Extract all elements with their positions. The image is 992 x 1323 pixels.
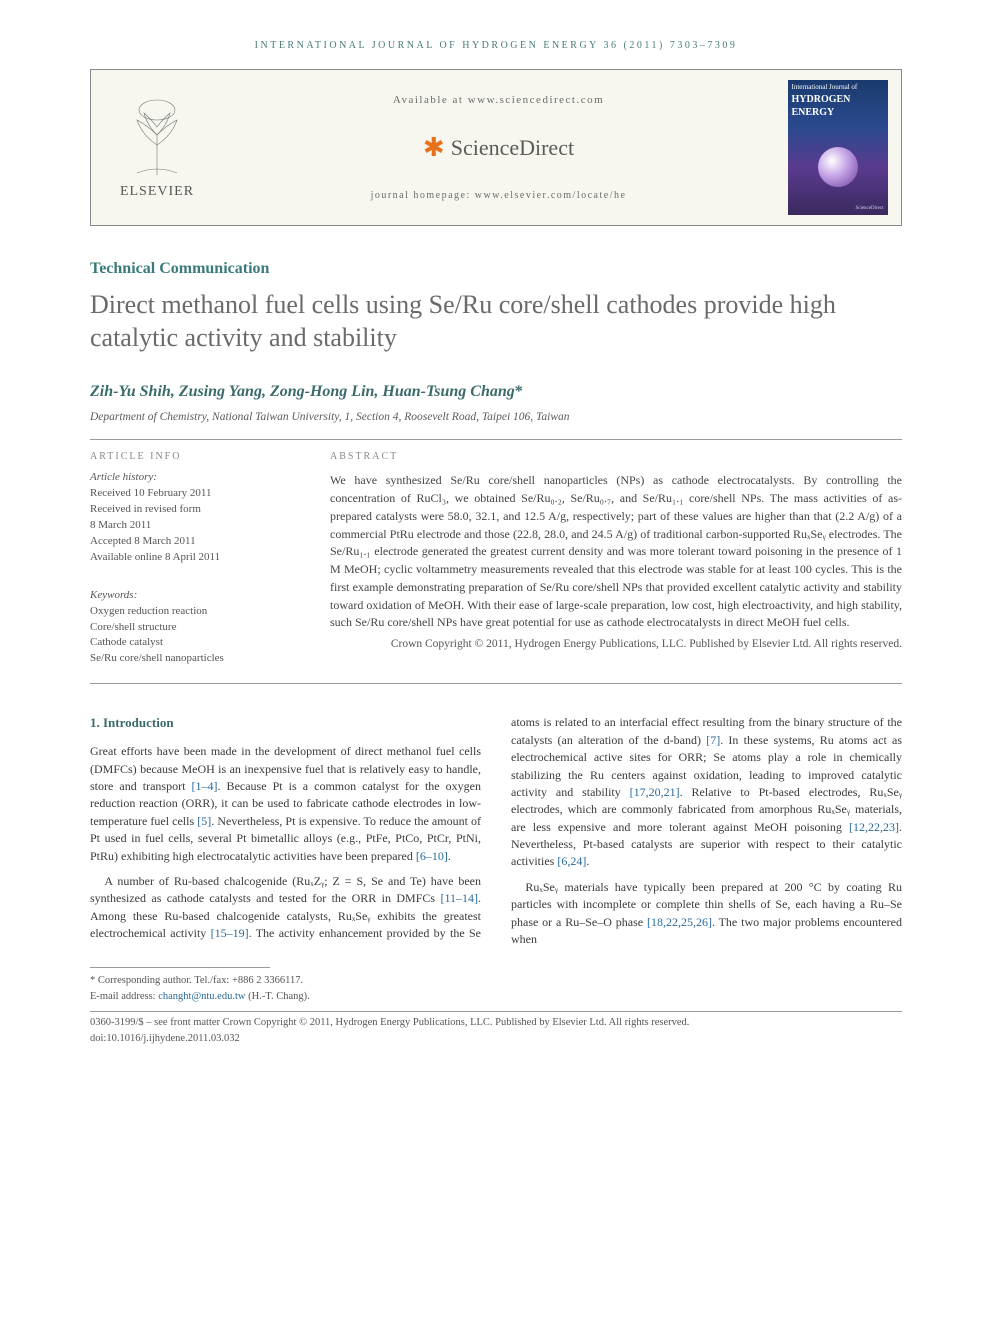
citation: [15–19] xyxy=(211,926,249,940)
cover-line1: International Journal of xyxy=(792,84,884,92)
rule-bottom xyxy=(90,683,902,684)
keyword: Cathode catalyst xyxy=(90,635,290,651)
article-title: Direct methanol fuel cells using Se/Ru c… xyxy=(90,288,902,355)
section-label: Technical Communication xyxy=(90,260,902,278)
body-para: RuₓSeᵧ materials have typically been pre… xyxy=(511,879,902,949)
cover-line3: ENERGY xyxy=(792,107,884,118)
citation: [12,22,23] xyxy=(849,820,899,834)
citation: [6,24] xyxy=(557,854,586,868)
publisher-block: ELSEVIER xyxy=(91,70,223,225)
article-info-heading: ARTICLE INFO xyxy=(90,450,290,465)
keyword: Core/shell structure xyxy=(90,620,290,636)
meta-row: ARTICLE INFO Article history: Received 1… xyxy=(90,450,902,668)
citation: [7] xyxy=(706,733,720,747)
sd-flake-icon: ✱ xyxy=(423,135,445,161)
cover-foot: ScienceDirect xyxy=(855,206,883,211)
history-line: Received in revised form xyxy=(90,502,290,518)
abstract-text: We have synthesized Se/Ru core/shell nan… xyxy=(330,472,902,632)
corresponding-author: * Corresponding author. Tel./fax: +886 2… xyxy=(90,974,902,989)
abstract-heading: ABSTRACT xyxy=(330,450,902,465)
elsevier-tree-icon xyxy=(122,95,192,180)
abstract-copyright: Crown Copyright © 2011, Hydrogen Energy … xyxy=(330,636,902,653)
history-heading: Article history: xyxy=(90,470,290,486)
journal-cover-wrap: International Journal of HYDROGEN ENERGY… xyxy=(774,70,901,225)
history-line: Accepted 8 March 2011 xyxy=(90,534,290,550)
authors: Zih-Yu Shih, Zusing Yang, Zong-Hong Lin,… xyxy=(90,383,902,401)
citation: [17,20,21] xyxy=(630,785,680,799)
body-columns: 1. Introduction Great efforts have been … xyxy=(90,714,902,949)
journal-homepage: journal homepage: www.elsevier.com/locat… xyxy=(371,190,627,201)
running-head: INTERNATIONAL JOURNAL OF HYDROGEN ENERGY… xyxy=(90,40,902,51)
affiliation: Department of Chemistry, National Taiwan… xyxy=(90,411,902,423)
doi-line: doi:10.1016/j.ijhydene.2011.03.032 xyxy=(90,1032,902,1047)
section-heading-intro: 1. Introduction xyxy=(90,714,481,733)
cover-orb-icon xyxy=(818,147,858,187)
citation: [18,22,25,26] xyxy=(647,915,712,929)
body-para: Great efforts have been made in the deve… xyxy=(90,743,481,865)
footnote-rule xyxy=(90,967,270,968)
footer-meta: 0360-3199/$ – see front matter Crown Cop… xyxy=(90,1016,902,1046)
sd-brand-text: ScienceDirect xyxy=(451,135,574,161)
history-line: Received 10 February 2011 xyxy=(90,486,290,502)
article-info: ARTICLE INFO Article history: Received 1… xyxy=(90,450,290,668)
masthead: ELSEVIER Available at www.sciencedirect.… xyxy=(90,69,902,226)
available-at: Available at www.sciencedirect.com xyxy=(393,94,604,106)
rule-top xyxy=(90,439,902,440)
citation: [5] xyxy=(197,814,211,828)
masthead-center: Available at www.sciencedirect.com ✱ Sci… xyxy=(223,70,774,225)
email-line: E-mail address: changht@ntu.edu.tw (H.-T… xyxy=(90,990,902,1005)
cover-line2: HYDROGEN xyxy=(792,94,884,105)
issn-line: 0360-3199/$ – see front matter Crown Cop… xyxy=(90,1016,902,1031)
bottom-rule xyxy=(90,1011,902,1012)
journal-cover: International Journal of HYDROGEN ENERGY… xyxy=(788,80,888,215)
corresponding-mark: * xyxy=(515,383,523,400)
author-names: Zih-Yu Shih, Zusing Yang, Zong-Hong Lin,… xyxy=(90,383,515,400)
citation: [11–14] xyxy=(440,891,478,905)
abstract: ABSTRACT We have synthesized Se/Ru core/… xyxy=(330,450,902,668)
keyword: Se/Ru core/shell nanoparticles xyxy=(90,651,290,667)
citation: [6–10] xyxy=(416,849,448,863)
history-line: Available online 8 April 2011 xyxy=(90,550,290,566)
history-line: 8 March 2011 xyxy=(90,518,290,534)
sciencedirect-logo: ✱ ScienceDirect xyxy=(423,135,574,161)
email-link[interactable]: changht@ntu.edu.tw xyxy=(158,991,245,1002)
citation: [1–4] xyxy=(192,779,218,793)
keywords-label: Keywords: xyxy=(90,588,290,604)
publisher-name: ELSEVIER xyxy=(120,184,194,200)
footnotes: * Corresponding author. Tel./fax: +886 2… xyxy=(90,974,902,1004)
keyword: Oxygen reduction reaction xyxy=(90,604,290,620)
